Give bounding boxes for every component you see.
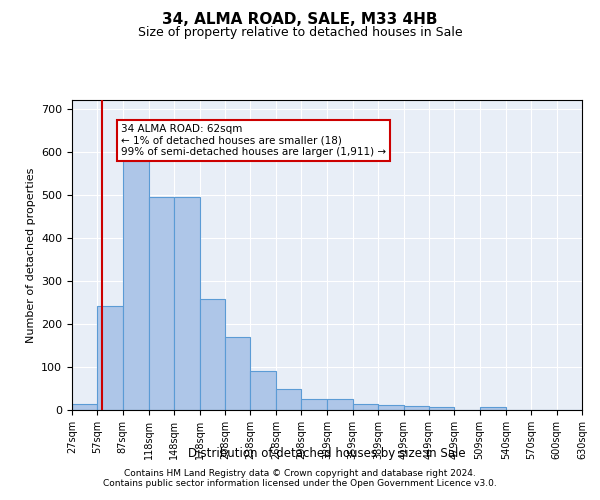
Bar [97, 306, 123, 410]
Bar [225, 337, 250, 410]
Text: Size of property relative to detached houses in Sale: Size of property relative to detached ho… [137, 26, 463, 39]
Bar [479, 406, 506, 410]
Text: 34, ALMA ROAD, SALE, M33 4HB: 34, ALMA ROAD, SALE, M33 4HB [162, 12, 438, 28]
Bar [301, 399, 328, 410]
Y-axis label: Number of detached properties: Number of detached properties [26, 168, 35, 342]
Bar [276, 390, 301, 410]
Text: Contains public sector information licensed under the Open Government Licence v3: Contains public sector information licen… [103, 478, 497, 488]
Bar [123, 161, 149, 410]
Bar [149, 198, 175, 410]
Bar [175, 197, 200, 410]
Bar [404, 406, 429, 410]
Text: Distribution of detached houses by size in Sale: Distribution of detached houses by size … [188, 448, 466, 460]
Text: Contains HM Land Registry data © Crown copyright and database right 2024.: Contains HM Land Registry data © Crown c… [124, 468, 476, 477]
Bar [378, 405, 404, 410]
Bar [429, 406, 454, 410]
Bar [250, 371, 276, 410]
Text: 34 ALMA ROAD: 62sqm
← 1% of detached houses are smaller (18)
99% of semi-detache: 34 ALMA ROAD: 62sqm ← 1% of detached hou… [121, 124, 386, 157]
Bar [353, 404, 378, 410]
Bar [72, 404, 97, 410]
Bar [328, 399, 353, 410]
Bar [200, 299, 225, 410]
